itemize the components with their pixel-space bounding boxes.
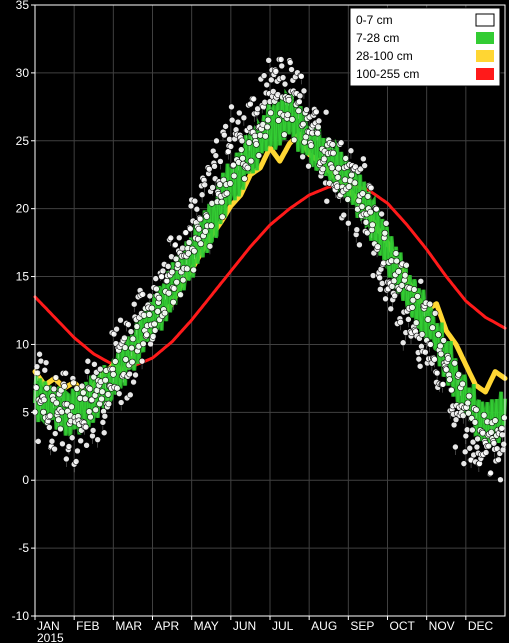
y-tick-label: 25 <box>16 134 30 148</box>
x-tick-label: SEP <box>350 619 374 633</box>
x-tick-label: OCT <box>390 619 416 633</box>
y-tick-label: -10 <box>12 609 30 623</box>
y-tick-label: 5 <box>22 405 29 419</box>
x-tick-label: AUG <box>311 619 337 633</box>
legend-label: 100-255 cm <box>356 67 419 81</box>
y-tick-label: 15 <box>16 270 30 284</box>
legend-label: 0-7 cm <box>356 13 393 27</box>
y-tick-label: 30 <box>16 66 30 80</box>
x-tick-label: FEB <box>76 619 99 633</box>
y-tick-label: 0 <box>22 473 29 487</box>
legend-label: 7-28 cm <box>356 31 399 45</box>
legend-swatch <box>476 14 494 26</box>
soil-temp-chart: -10-505101520253035JANFEBMARAPRMAYJUNJUL… <box>0 0 509 643</box>
x-tick-label: MAR <box>115 619 142 633</box>
x-tick-label: JUL <box>272 619 294 633</box>
x-tick-label: APR <box>155 619 180 633</box>
x-tick-label: NOV <box>429 619 455 633</box>
x-tick-label: MAY <box>194 619 219 633</box>
legend-swatch <box>476 50 494 62</box>
y-tick-label: 35 <box>16 0 30 12</box>
legend-label: 28-100 cm <box>356 49 413 63</box>
legend: 0-7 cm 7-28 cm 28-100 cm 100-255 cm <box>350 8 500 86</box>
y-tick-label: 20 <box>16 202 30 216</box>
chart-container: -10-505101520253035JANFEBMARAPRMAYJUNJUL… <box>0 0 509 643</box>
y-tick-label: 10 <box>16 337 30 351</box>
x-tick-label: DEC <box>468 619 494 633</box>
year-label: 2015 <box>37 631 64 643</box>
legend-swatch <box>476 32 494 44</box>
x-tick-label: JUN <box>233 619 256 633</box>
y-tick-label: -5 <box>18 541 29 555</box>
legend-swatch <box>476 68 494 80</box>
